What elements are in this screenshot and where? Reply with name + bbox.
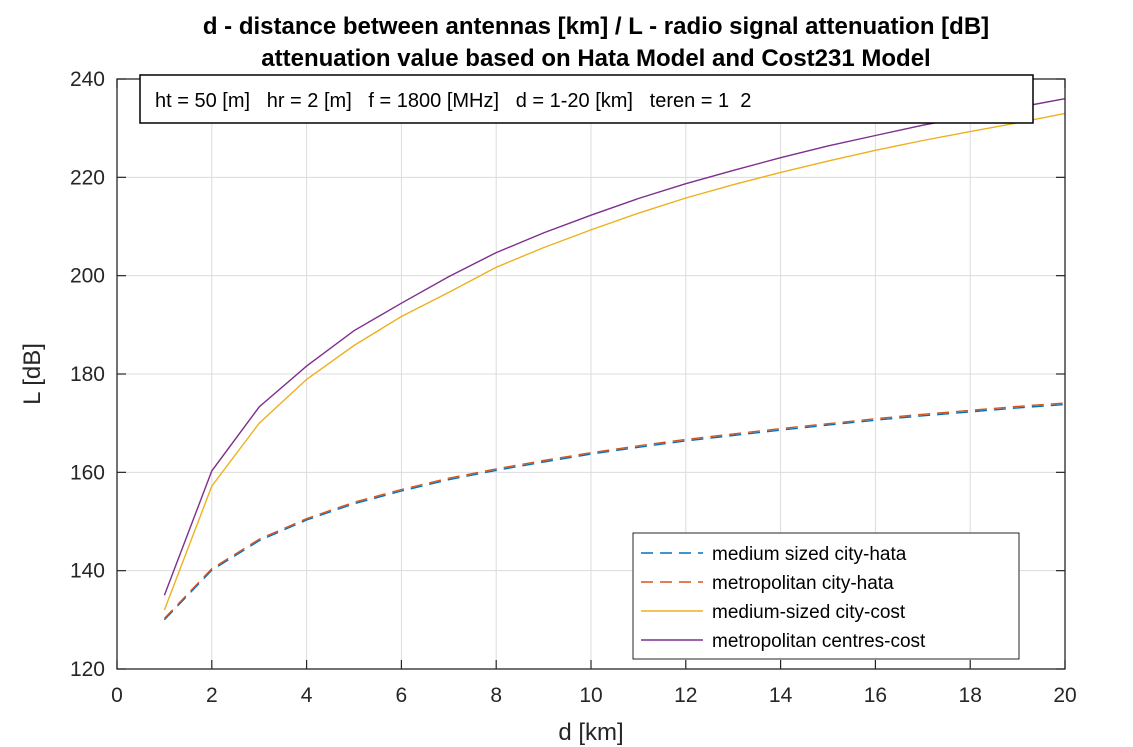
x-tick-label: 12 [674, 684, 697, 707]
x-axis-label: d [km] [558, 719, 623, 746]
annotation-box: ht = 50 [m] hr = 2 [m] f = 1800 [MHz] d … [139, 74, 1034, 124]
y-tick-label: 180 [70, 363, 105, 386]
axis-ticks: 0 2 4 6 8 10 12 14 16 18 20 120 140 160 180 200 220 240 [70, 68, 1077, 707]
x-tick-label: 14 [769, 684, 793, 707]
legend-label: metropolitan centres-cost [712, 631, 926, 652]
x-tick-label: 6 [396, 684, 408, 707]
x-tick-label: 18 [959, 684, 982, 707]
chart-title-line-1: d - distance between antennas [km] / L -… [203, 13, 989, 40]
y-tick-label: 120 [70, 658, 105, 681]
y-axis-label: L [dB] [19, 343, 46, 405]
y-tick-label: 220 [70, 166, 105, 189]
y-tick-label: 160 [70, 461, 105, 484]
x-tick-label: 2 [206, 684, 218, 707]
y-tick-label: 200 [70, 265, 105, 288]
legend-frame [632, 532, 1020, 660]
chart-title-line-2: attenuation value based on Hata Model an… [261, 45, 930, 72]
plot-lines [163, 98, 1066, 621]
x-tick-label: 20 [1053, 684, 1076, 707]
annotation-frame [139, 74, 1034, 124]
y-tick-label: 140 [70, 560, 105, 583]
legend-items: medium sized city-hata metropolitan city-… [641, 544, 926, 652]
x-tick-label: 0 [111, 684, 123, 707]
annotation-text: ht = 50 [m] hr = 2 [m] f = 1800 [MHz] d … [155, 90, 751, 112]
x-tick-label: 8 [490, 684, 502, 707]
legend-label: medium-sized city-cost [712, 602, 906, 623]
x-tick-label: 16 [864, 684, 887, 707]
legend-label: medium sized city-hata [712, 544, 907, 565]
x-tick-label: 10 [579, 684, 602, 707]
legend: medium sized city-hata metropolitan city-… [632, 532, 1020, 660]
y-tick-label: 240 [70, 68, 105, 91]
series-line-3 [163, 112, 1066, 611]
legend-label: metropolitan city-hata [712, 573, 894, 594]
x-tick-label: 4 [301, 684, 313, 707]
series-line-4 [163, 98, 1066, 596]
